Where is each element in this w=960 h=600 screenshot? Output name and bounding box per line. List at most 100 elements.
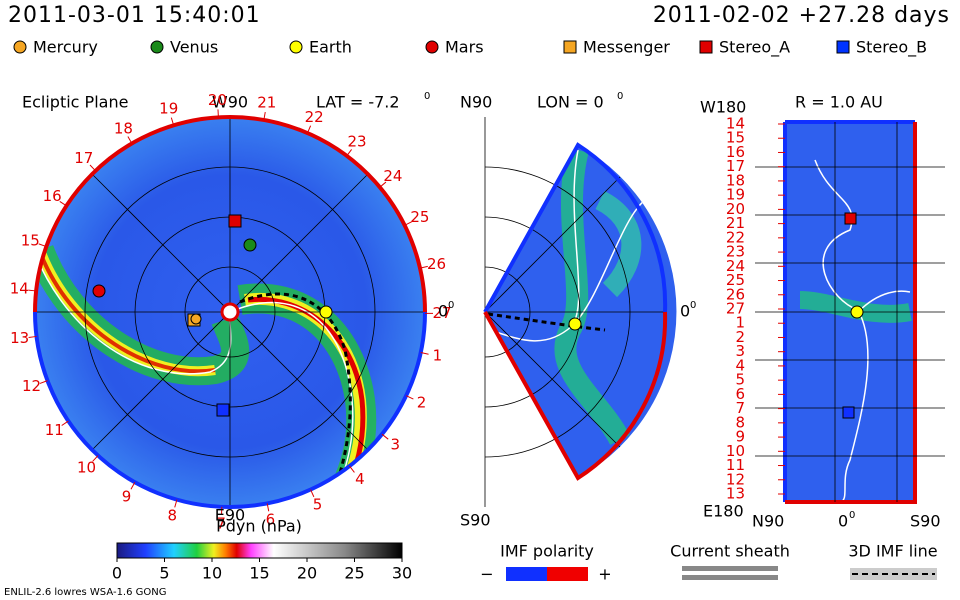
day-label: 24 <box>383 167 402 185</box>
footer: ENLIL-2.6 lowres WSA-1.6 GONG <box>4 587 167 598</box>
axis-label: 0 <box>680 302 690 321</box>
row-label: 16 <box>726 143 745 161</box>
day-label: 10 <box>77 459 96 477</box>
r-label: R = 1.0 AU <box>795 93 883 112</box>
row-label: 21 <box>726 214 745 232</box>
colorbar-tick-label: 15 <box>249 564 269 583</box>
day-label: 15 <box>21 231 40 249</box>
day-label: 27 <box>432 304 451 322</box>
legend-marker <box>425 40 439 54</box>
day-label: 18 <box>114 119 133 137</box>
degree: 0 <box>617 91 623 102</box>
day-tick <box>28 335 37 338</box>
row-label: 25 <box>726 271 745 289</box>
day-tick <box>310 489 315 498</box>
colorbar-tick-label: 25 <box>344 564 364 583</box>
axis-label: N90 <box>460 93 492 112</box>
day-tick <box>59 201 67 207</box>
day-label: 25 <box>410 208 429 226</box>
day-tick <box>420 352 429 355</box>
axis-label: 0 <box>838 512 848 531</box>
row-label: 5 <box>735 371 745 389</box>
day-label: 4 <box>355 470 365 488</box>
day-label: 5 <box>313 496 323 514</box>
legend-marker <box>699 40 713 54</box>
legend-marker <box>150 40 164 54</box>
row-label: 1 <box>735 314 745 332</box>
row-label: 22 <box>726 228 745 246</box>
day-label: 13 <box>10 329 29 347</box>
legend-label: Mercury <box>33 38 98 57</box>
axis-label: W180 <box>700 98 746 117</box>
day-tick <box>419 265 428 269</box>
day-tick <box>127 136 133 144</box>
day-tick <box>174 499 178 508</box>
day-label: 17 <box>74 149 93 167</box>
row-label: 18 <box>726 171 745 189</box>
day-label: 23 <box>347 133 366 151</box>
key-label: 3D IMF line <box>848 542 937 561</box>
row-labels: 1415161718192021222324252627123456789101… <box>726 115 785 503</box>
sheath-swatch <box>682 575 778 580</box>
colorbar <box>116 542 403 559</box>
row-label: 7 <box>735 399 745 417</box>
sheath-swatch <box>682 566 778 571</box>
day-tick <box>404 221 413 226</box>
day-label: 3 <box>390 435 400 453</box>
polarity-positive <box>547 567 588 581</box>
row-label: 24 <box>726 257 745 275</box>
day-tick <box>39 380 48 384</box>
degree: 0 <box>690 300 696 311</box>
day-label: 2 <box>417 393 427 411</box>
ecliptic-plot <box>33 115 427 509</box>
day-tick <box>405 395 414 400</box>
legend-marker <box>563 40 577 54</box>
colorbar-tick-label: 0 <box>112 564 122 583</box>
degree: 0 <box>424 91 430 102</box>
day-label: 6 <box>266 511 276 529</box>
panel-title: Ecliptic Plane <box>22 93 128 112</box>
day-label: 11 <box>45 421 64 439</box>
day-label: 22 <box>305 108 324 126</box>
row-label: 23 <box>726 243 745 261</box>
axis-label: E90 <box>215 506 245 525</box>
row-label: 8 <box>735 413 745 431</box>
row-label: 12 <box>726 470 745 488</box>
axis-label: N90 <box>752 512 784 531</box>
row-label: 2 <box>735 328 745 346</box>
legend-label: Stereo_B <box>856 38 927 58</box>
row-label: 6 <box>735 385 745 403</box>
lon-label: LON = 0 <box>537 93 604 112</box>
row-label: 14 <box>726 115 745 133</box>
axis-label: 0 <box>438 302 448 321</box>
row-label: 15 <box>726 129 745 147</box>
radial-plot <box>755 120 945 504</box>
colorbar-tick-label: 10 <box>202 564 222 583</box>
day-tick <box>38 243 47 248</box>
row-label: 27 <box>726 300 745 318</box>
legend-marker <box>13 40 27 54</box>
day-label: 21 <box>257 94 276 112</box>
row-label: 3 <box>735 342 745 360</box>
timestamp: 2011-03-01 15:40:01 <box>8 3 261 28</box>
day-tick <box>130 481 136 490</box>
axis-label: E180 <box>703 502 744 521</box>
day-tick <box>263 111 266 121</box>
row-label: 10 <box>726 442 745 460</box>
day-tick <box>381 433 389 440</box>
day-label: 19 <box>159 100 178 118</box>
degree: 0 <box>849 510 855 521</box>
degree: 0 <box>448 300 454 311</box>
key-label: + <box>598 565 611 584</box>
day-tick <box>349 465 355 473</box>
body-legend: Mercury Venus Earth Mars Messenger Stereo_A St… <box>13 38 927 58</box>
row-label: 19 <box>726 186 745 204</box>
row-label: 20 <box>726 200 745 218</box>
legend-marker <box>836 40 850 54</box>
colorbar-tick-label: 5 <box>159 564 169 583</box>
day-label: 7 <box>216 514 226 532</box>
day-tick <box>92 455 99 462</box>
legend-label: Earth <box>309 38 352 57</box>
